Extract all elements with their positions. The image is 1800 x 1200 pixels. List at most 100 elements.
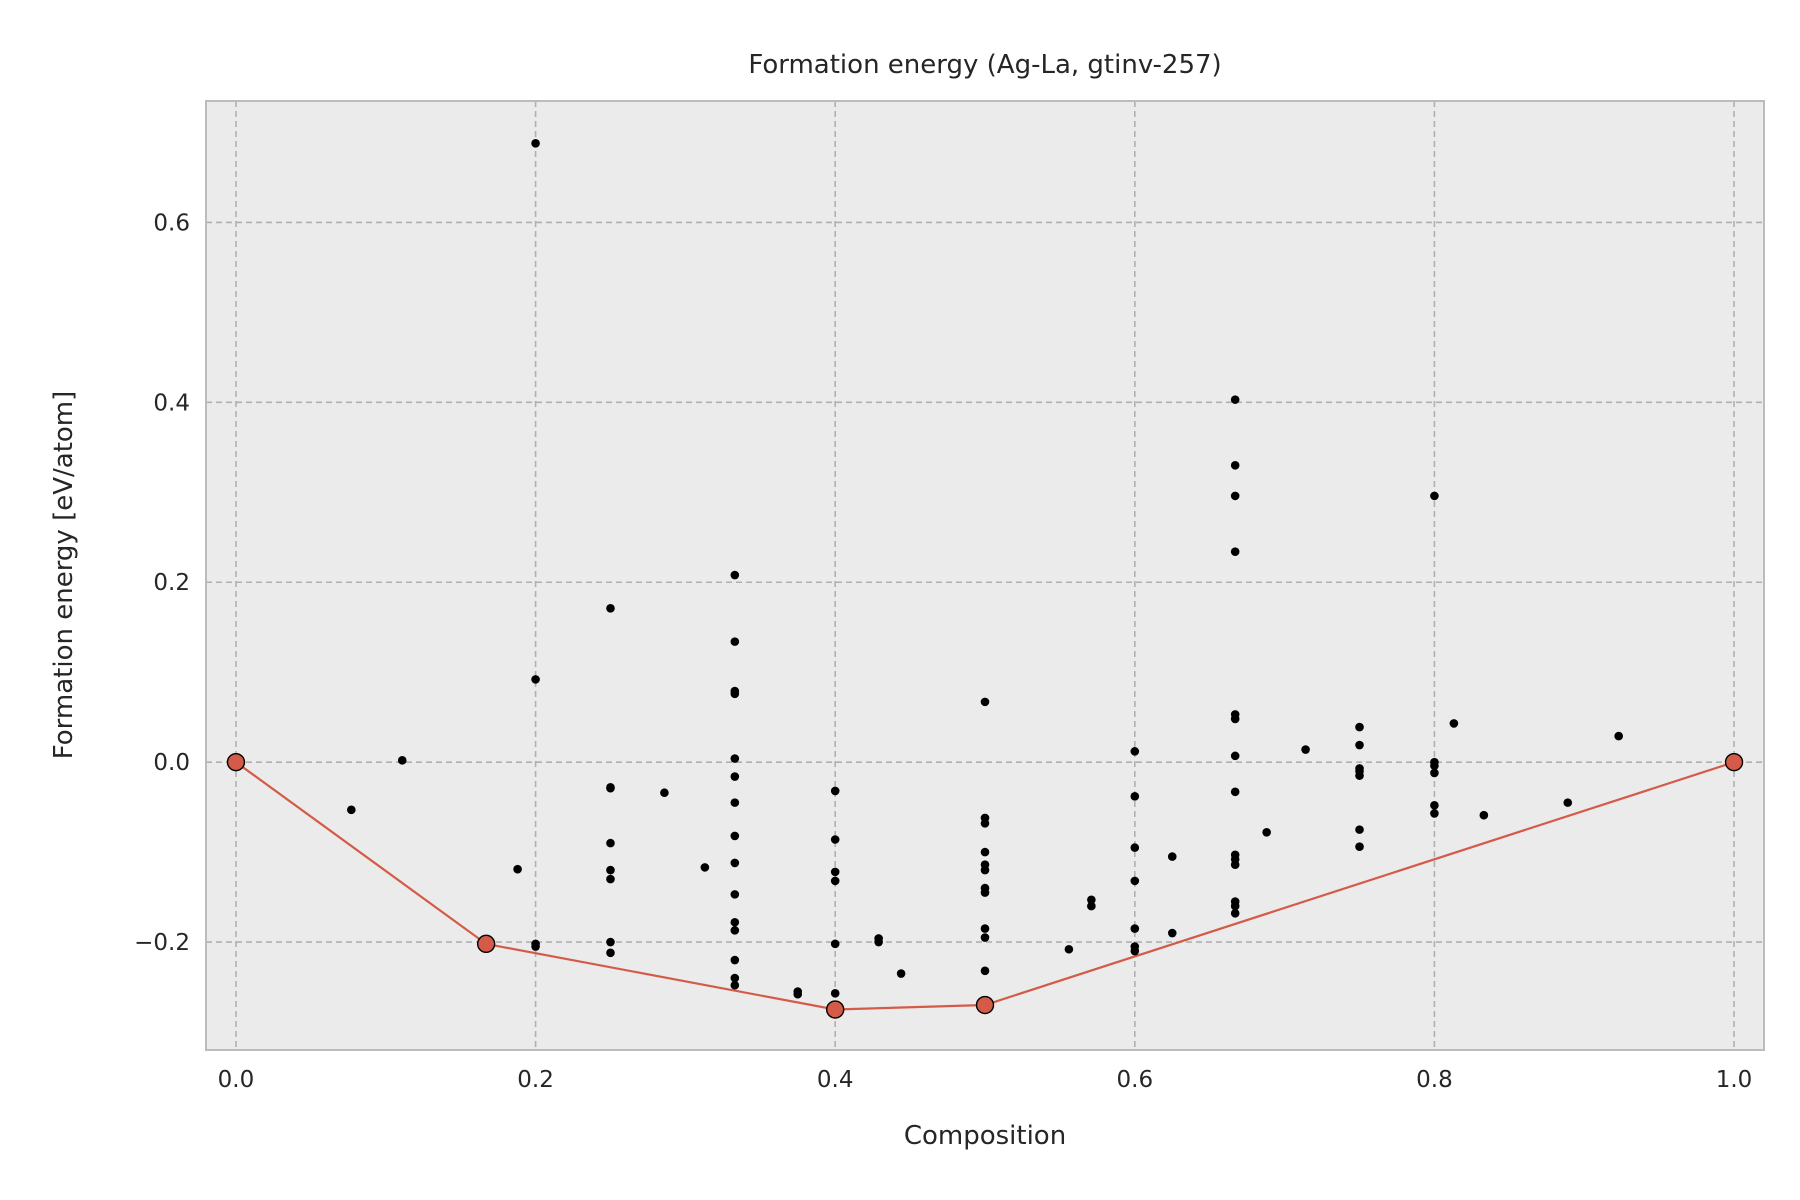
- hull-point: [226, 752, 246, 772]
- data-point: [730, 798, 740, 807]
- plot-frame: [205, 100, 1765, 1051]
- y-tick-label: −0.2: [134, 930, 190, 956]
- data-point: [1230, 491, 1240, 501]
- data-point: [730, 955, 740, 965]
- data-point: [1230, 461, 1240, 470]
- x-axis-label: Composition: [904, 1121, 1066, 1151]
- data-point: [830, 939, 840, 949]
- data-point: [1230, 714, 1240, 724]
- chart-title: Formation energy (Ag-La, gtinv-257): [748, 50, 1221, 80]
- data-point: [1449, 719, 1459, 728]
- data-point: [1479, 810, 1489, 820]
- data-point: [1130, 747, 1140, 756]
- y-tick-label: 0.4: [153, 390, 190, 416]
- data-point: [874, 937, 883, 947]
- data-point: [730, 926, 740, 935]
- data-point: [1430, 801, 1439, 810]
- data-point: [1230, 751, 1240, 761]
- data-point: [730, 637, 740, 646]
- x-tick-label: 0.6: [1117, 1067, 1154, 1093]
- data-point: [1563, 798, 1573, 807]
- data-point: [1614, 731, 1623, 741]
- data-point: [606, 937, 615, 947]
- data-point: [830, 989, 840, 998]
- data-point: [830, 876, 840, 886]
- data-point: [980, 697, 990, 707]
- data-point: [1167, 852, 1177, 861]
- data-point: [730, 890, 740, 899]
- data-point: [700, 863, 710, 872]
- y-tick-labels: −0.2 0.0 0.2 0.4 0.6: [134, 210, 190, 956]
- data-point: [606, 604, 615, 613]
- data-point: [980, 924, 990, 933]
- data-point: [896, 969, 906, 978]
- data-point: [830, 867, 840, 877]
- data-point: [1130, 792, 1140, 801]
- data-point: [1355, 771, 1364, 780]
- data-point: [1130, 843, 1140, 852]
- data-point: [980, 847, 990, 857]
- data-point: [980, 966, 990, 976]
- data-point: [1087, 901, 1096, 911]
- data-point: [1230, 547, 1240, 556]
- data-point: [980, 933, 990, 942]
- data-point: [531, 942, 540, 951]
- x-tick-label: 0.2: [517, 1067, 554, 1093]
- grid-layer: [206, 101, 1764, 1050]
- data-point: [1167, 928, 1177, 938]
- data-point: [513, 864, 522, 874]
- data-point: [730, 831, 740, 841]
- points-layer: [347, 138, 1623, 999]
- data-point: [347, 805, 356, 815]
- plot-area: [206, 101, 1764, 1050]
- data-point: [1430, 761, 1439, 771]
- data-point: [1087, 895, 1096, 905]
- data-point: [730, 754, 740, 763]
- data-point: [1430, 809, 1439, 818]
- data-point: [397, 756, 407, 765]
- data-point: [606, 948, 615, 958]
- data-point: [730, 570, 740, 580]
- data-point: [606, 874, 615, 884]
- data-point: [980, 819, 990, 828]
- data-point: [1355, 722, 1364, 732]
- hull-point: [1724, 752, 1744, 772]
- data-point: [606, 838, 615, 848]
- data-point: [730, 689, 740, 699]
- data-point: [1064, 944, 1074, 954]
- data-point: [830, 786, 840, 796]
- data-point: [1430, 491, 1439, 501]
- data-point: [730, 772, 740, 781]
- data-point: [1230, 860, 1240, 869]
- data-point: [1230, 787, 1240, 797]
- data-point: [1355, 740, 1364, 750]
- data-point: [1230, 908, 1240, 918]
- y-axis-label: Formation energy [eV/atom]: [49, 391, 79, 760]
- x-tick-label: 1.0: [1716, 1067, 1753, 1093]
- x-tick-label: 0.8: [1416, 1067, 1453, 1093]
- data-point: [531, 675, 540, 684]
- data-point: [606, 783, 615, 793]
- data-point: [1230, 395, 1240, 404]
- data-point: [1262, 828, 1271, 837]
- data-point: [1430, 768, 1439, 778]
- data-point: [1130, 876, 1140, 886]
- hull-marker-layer: [226, 752, 1744, 1019]
- data-point: [1130, 946, 1140, 956]
- hull-point: [975, 995, 995, 1015]
- data-point: [980, 888, 990, 897]
- data-point: [730, 917, 740, 927]
- hull-point: [476, 934, 496, 954]
- data-point: [1230, 901, 1240, 911]
- data-point: [1130, 924, 1140, 933]
- hull-point: [825, 1000, 845, 1019]
- y-tick-label: 0.2: [153, 570, 190, 596]
- x-tick-label: 0.4: [817, 1067, 854, 1093]
- data-point: [606, 865, 615, 875]
- data-point: [830, 835, 840, 844]
- data-point: [660, 788, 669, 798]
- data-point: [1355, 842, 1364, 852]
- data-point: [1355, 825, 1364, 834]
- x-tick-labels: 0.0 0.2 0.4 0.6 0.8 1.0: [218, 1067, 1753, 1093]
